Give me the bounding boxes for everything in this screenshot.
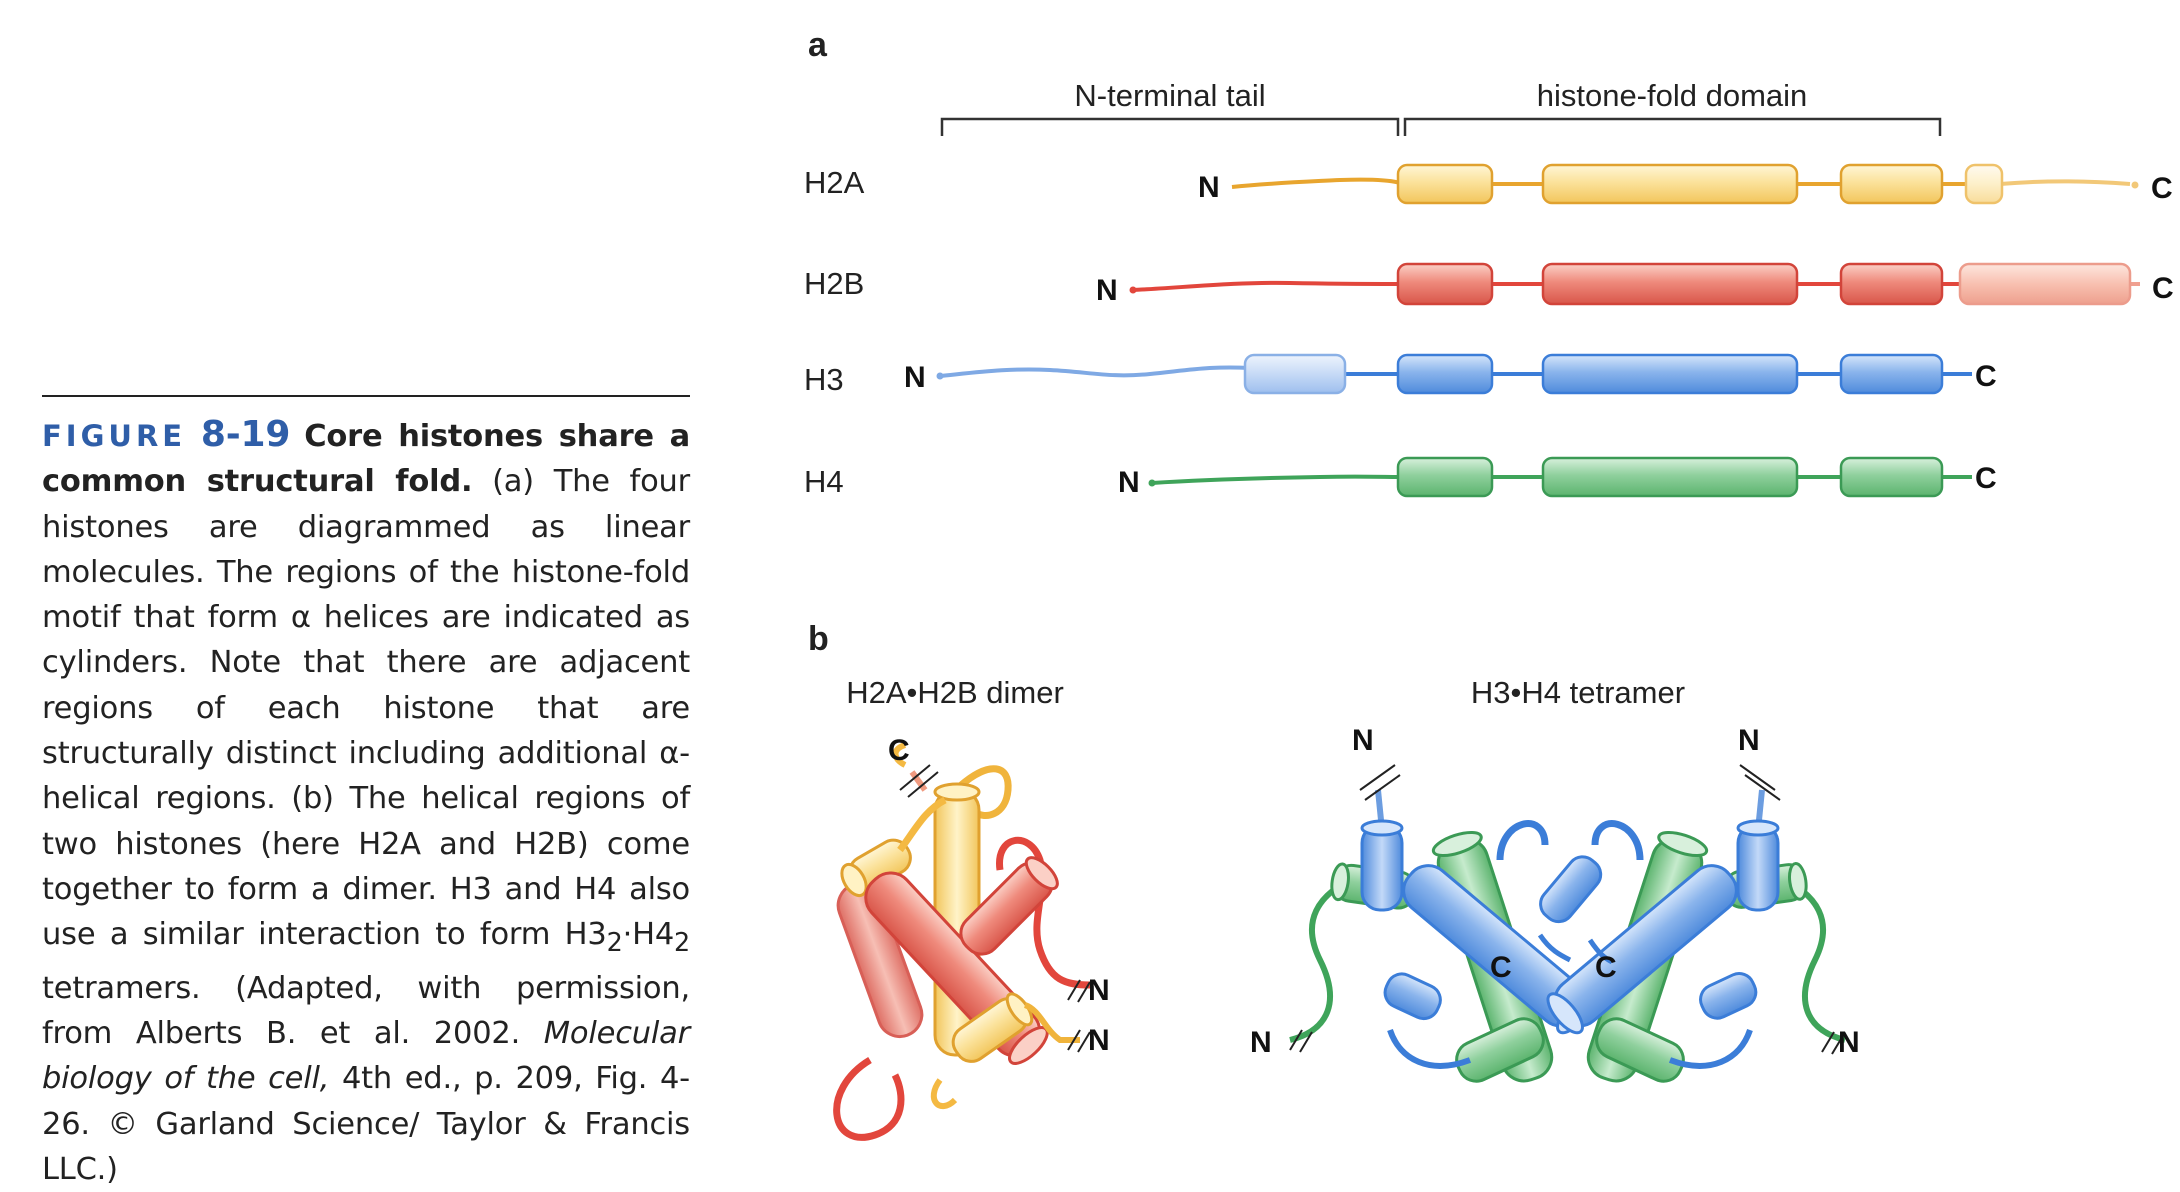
h2a-c-label: C	[2151, 172, 2173, 205]
caption-mid: ·H4	[622, 917, 675, 953]
h2b-c-label: C	[2152, 272, 2174, 305]
tetramer-n-right-top: N	[1738, 724, 1760, 757]
region-brackets	[940, 117, 1942, 136]
caption-figure-number: 8-19	[200, 414, 291, 455]
h2a-n-label: N	[1198, 171, 1220, 204]
tail-bracket	[940, 117, 1400, 136]
tetramer-title: H3•H4 tetramer	[1471, 675, 1685, 710]
caption-sub-1: 2	[606, 927, 623, 958]
caption-body: (a) The four histones are diagrammed as …	[42, 464, 690, 953]
region-fold-label: histone-fold domain	[1537, 78, 1808, 113]
fold-bracket	[1403, 117, 1942, 136]
caption-italic-title: Molecular biology of the cell,	[42, 1015, 690, 1097]
row-label-h4: H4	[804, 464, 844, 499]
h4-linear	[1148, 456, 1972, 498]
tetramer-c-left: C	[1490, 951, 1512, 984]
panel-b-letter: b	[808, 620, 829, 658]
h3-c-label: C	[1975, 360, 1997, 393]
row-label-h2b: H2B	[804, 266, 864, 301]
caption-rule	[42, 395, 690, 397]
tetramer-n-left-top: N	[1352, 724, 1374, 757]
h4-c-label: C	[1975, 462, 1997, 495]
dimer-title: H2A•H2B dimer	[846, 675, 1064, 710]
tetramer-n-right-bottom: N	[1838, 1026, 1860, 1059]
dimer-n1-label: N	[1088, 974, 1110, 1007]
caption-after: tetramers. (Adapted, with permission, fr…	[42, 970, 690, 1051]
h3-n-label: N	[904, 361, 926, 394]
caption-title: Core histones share a common structural …	[42, 419, 691, 500]
tetramer-structure	[1289, 764, 1846, 1083]
dimer-c-label: C	[888, 734, 910, 767]
h2a-linear	[1231, 163, 2139, 205]
tetramer-c-right: C	[1595, 951, 1617, 984]
h3-linear	[936, 353, 1972, 395]
h2b-n-label: N	[1096, 274, 1118, 307]
caption-figure-label: FIGURE	[42, 419, 187, 453]
histone-figure: a N-terminal tail histone-fold domain H2…	[804, 26, 2174, 1141]
figure-caption: FIGURE 8-19 Core histones share a common …	[42, 412, 690, 1192]
dimer-n2-label: N	[1088, 1024, 1110, 1057]
dimer-structure	[833, 742, 1091, 1141]
row-label-h3: H3	[804, 362, 844, 397]
panel-a-letter: a	[808, 26, 828, 64]
h2b-linear	[1129, 262, 2140, 306]
caption-sub-2: 2	[674, 927, 690, 958]
region-tail-label: N-terminal tail	[1074, 78, 1265, 113]
tetramer-n-left-bottom: N	[1250, 1026, 1272, 1059]
row-label-h2a: H2A	[804, 165, 865, 200]
h4-n-label: N	[1118, 466, 1140, 499]
